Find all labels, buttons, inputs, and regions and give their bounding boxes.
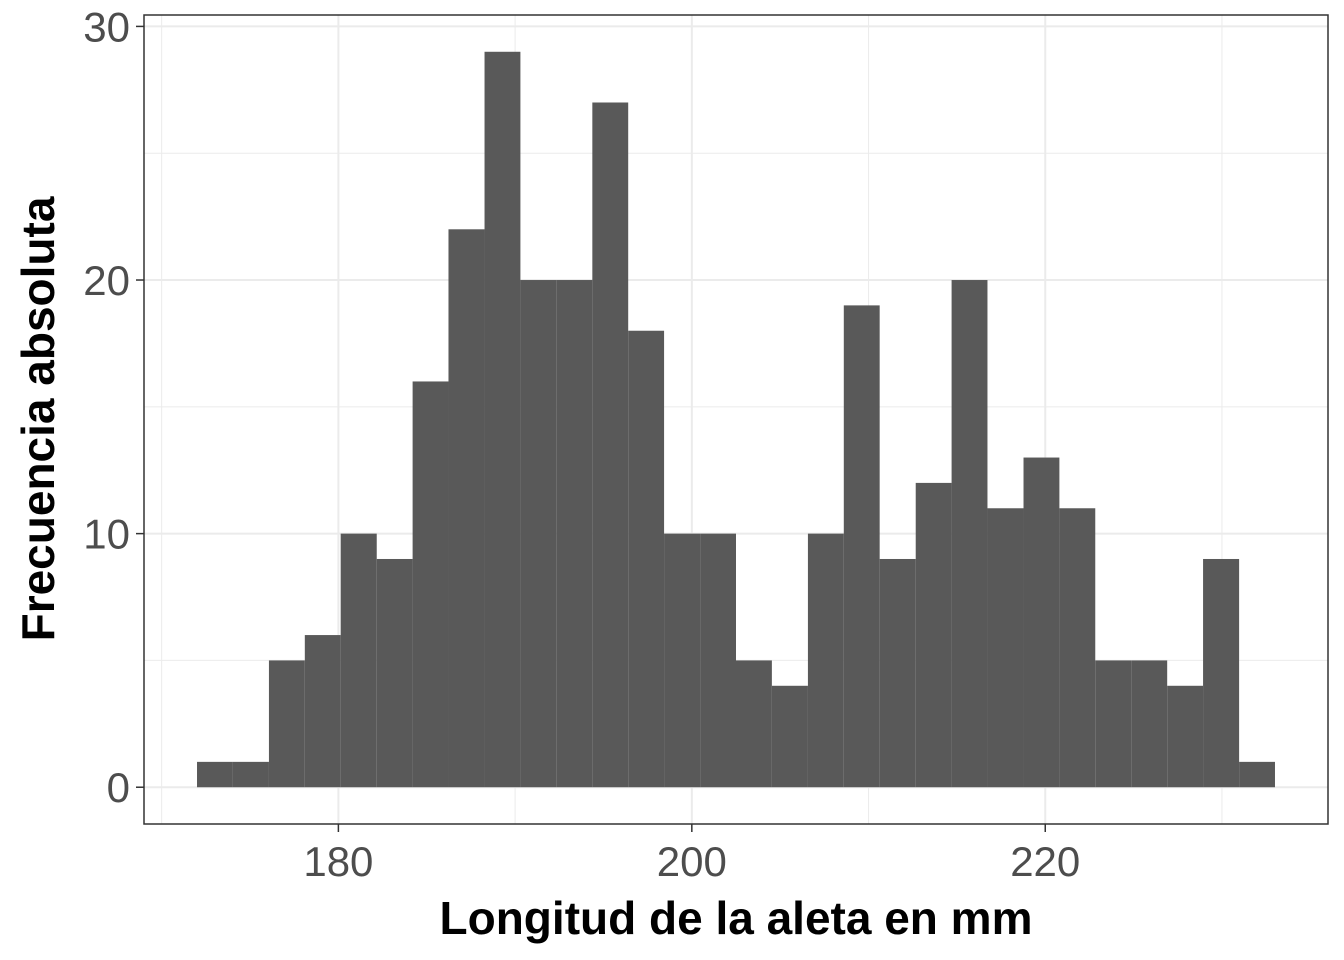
y-tick-label: 30 — [83, 3, 130, 50]
histogram-bar — [448, 229, 485, 788]
histogram-bar — [736, 660, 772, 788]
histogram-bar — [771, 685, 808, 788]
panel-border — [143, 14, 1329, 825]
histogram-bar — [556, 280, 593, 788]
histogram-bar — [520, 280, 557, 788]
histogram-bar — [1059, 508, 1096, 788]
histogram-bar — [700, 533, 736, 788]
histogram-bar — [879, 558, 916, 788]
histogram-bar — [987, 508, 1024, 788]
histogram-bar — [197, 761, 233, 788]
histogram-bar — [484, 51, 521, 788]
histogram-bar — [412, 381, 449, 788]
histogram-bar — [843, 305, 880, 788]
y-tick-label: 20 — [83, 257, 130, 304]
x-tick-label: 200 — [657, 838, 727, 885]
x-tick-label: 180 — [303, 838, 373, 885]
histogram-bar — [376, 558, 413, 788]
histogram-bars — [197, 51, 1275, 788]
x-axis-title: Longitud de la aleta en mm — [440, 892, 1033, 944]
y-tick-label: 10 — [83, 511, 130, 558]
histogram-bar — [1023, 457, 1060, 788]
histogram-bar — [232, 761, 269, 788]
y-axis-title: Frecuencia absoluta — [12, 196, 64, 641]
histogram-bar — [807, 533, 844, 788]
histogram-bar — [268, 660, 305, 788]
histogram-bar — [1203, 558, 1240, 788]
histogram-bar — [1167, 685, 1204, 788]
x-tick-label: 220 — [1010, 838, 1080, 885]
histogram-bar — [304, 635, 341, 788]
histogram-bar — [340, 533, 377, 788]
histogram-bar — [664, 533, 701, 788]
histogram-bar — [628, 330, 665, 788]
histogram-bar — [1239, 761, 1275, 788]
axis-ticks: 180 200 220 0 10 20 30 — [83, 3, 1080, 885]
histogram-bar — [951, 280, 988, 788]
histogram-bar — [592, 102, 629, 788]
histogram-bar — [915, 482, 952, 788]
histogram-bar — [1095, 660, 1132, 788]
histogram-bar — [1131, 660, 1168, 788]
y-tick-label: 0 — [107, 764, 130, 811]
